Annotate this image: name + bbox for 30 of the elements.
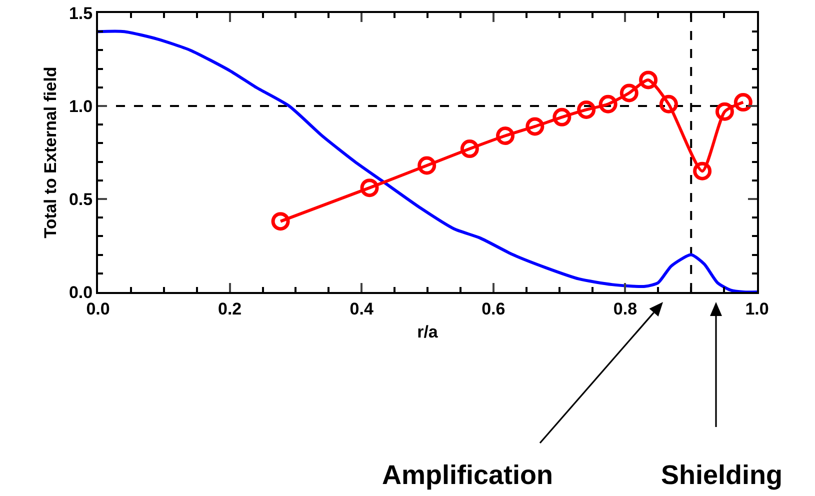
y-tick-label: 1.0 xyxy=(68,96,93,116)
y-tick-label: 0.5 xyxy=(68,190,93,209)
x-tick-label: 0.6 xyxy=(482,299,506,318)
x-tick-label: 1.0 xyxy=(745,299,769,318)
x-tick-label: 0.2 xyxy=(218,299,242,318)
point xyxy=(360,178,379,198)
point xyxy=(734,93,752,112)
text: Shielding xyxy=(661,460,782,490)
point xyxy=(418,156,436,175)
x-axis-title: r/a xyxy=(417,322,438,342)
point xyxy=(271,212,290,231)
x-tick-label: 0.0 xyxy=(86,299,110,318)
x-tick-label: 0.4 xyxy=(350,299,374,318)
text: Amplification xyxy=(382,460,554,490)
y-axis-title: Total to External field xyxy=(41,66,60,238)
point xyxy=(659,94,678,114)
point xyxy=(552,108,572,126)
line-series xyxy=(98,30,757,292)
point xyxy=(460,140,479,158)
y-tick-label: 1.5 xyxy=(68,4,93,23)
x-tick-label: 0.8 xyxy=(613,299,638,318)
point xyxy=(598,94,618,114)
point xyxy=(693,162,712,180)
point xyxy=(526,117,544,136)
point xyxy=(577,100,596,119)
point xyxy=(620,84,638,102)
y-tick-label: 0.0 xyxy=(68,282,93,302)
point xyxy=(639,70,658,90)
point xyxy=(715,102,734,121)
point xyxy=(496,126,515,146)
